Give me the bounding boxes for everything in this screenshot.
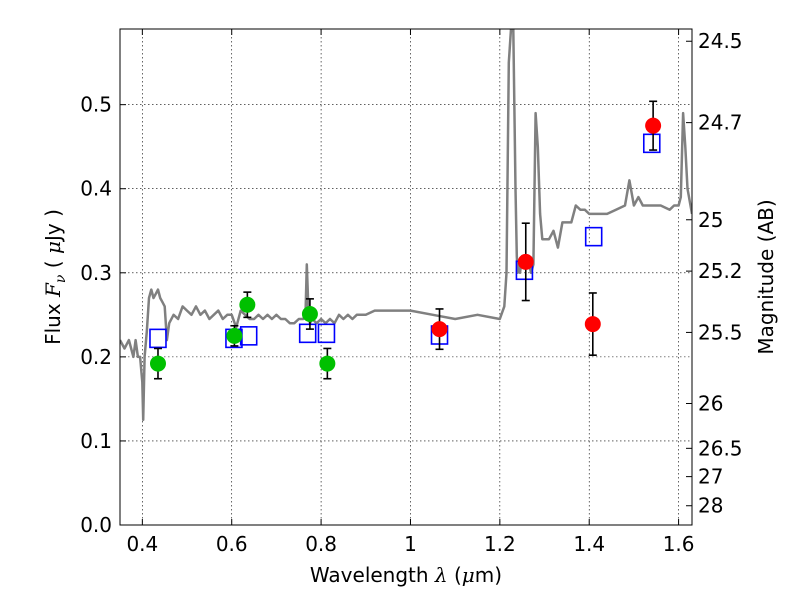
- optical-photometry-point: [319, 355, 336, 372]
- y-tick-label: 0.0: [80, 513, 112, 537]
- optical-photometry-point: [239, 296, 256, 313]
- nir-photometry-point: [431, 321, 448, 338]
- y2-tick-label: 26: [698, 391, 723, 415]
- model-photometry-point: [584, 226, 603, 247]
- y-tick-label: 0.5: [80, 93, 112, 117]
- x-tick-label: 1.2: [484, 532, 516, 556]
- optical-photometry-point: [226, 327, 243, 344]
- x-tick-label: 0.8: [305, 532, 337, 556]
- model-photometry-point: [317, 323, 336, 344]
- x-tick-label: 1.4: [573, 532, 605, 556]
- y2-tick-label: 27: [698, 465, 723, 489]
- y-tick-label: 0.4: [80, 177, 112, 201]
- model-spectrum-line: [120, 29, 692, 422]
- y2-tick-label: 24.5: [698, 29, 743, 53]
- nir-photometry-point: [517, 253, 534, 270]
- axis-ticks: 0.4 0.6 0.8 1 1.2 1.4 1.6 0.0 0.1 0.2 0.3 0.4 0.5 24.…: [80, 29, 743, 556]
- y-tick-label: 0.1: [80, 429, 112, 453]
- y-tick-label: 0.3: [80, 261, 112, 285]
- y2-tick-label: 25.5: [698, 320, 743, 344]
- nir-photometry-point: [584, 316, 601, 333]
- optical-photometry-point: [301, 305, 318, 322]
- y-axis-title: Flux Fν ( μJy ): [41, 209, 69, 345]
- plot-frame: [119, 28, 693, 526]
- x-tick-label: 1: [404, 532, 417, 556]
- plot-area: [120, 29, 692, 422]
- y2-tick-label: 28: [698, 494, 723, 518]
- x-tick-label: 0.6: [216, 532, 248, 556]
- y2-tick-label: 26.5: [698, 436, 743, 460]
- x-tick-label: 0.4: [126, 532, 158, 556]
- grid-lines: [120, 29, 692, 525]
- data-points: [149, 100, 662, 380]
- x-tick-label: 1.6: [663, 532, 695, 556]
- y-tick-label: 0.2: [80, 345, 112, 369]
- optical-photometry-point: [149, 355, 166, 372]
- y2-tick-label: 25.2: [698, 259, 743, 283]
- model-photometry-point: [298, 323, 317, 344]
- model-photometry-point: [239, 326, 258, 346]
- nir-photometry-point: [645, 117, 662, 134]
- model-photometry-point: [149, 328, 167, 349]
- y2-tick-label: 24.7: [698, 111, 743, 135]
- x-axis-title: Wavelength λ (μm): [310, 563, 502, 587]
- model-photometry-point: [642, 133, 661, 154]
- y2-tick-label: 25: [698, 208, 723, 232]
- y2-axis-title: Magnitude (AB): [754, 199, 778, 354]
